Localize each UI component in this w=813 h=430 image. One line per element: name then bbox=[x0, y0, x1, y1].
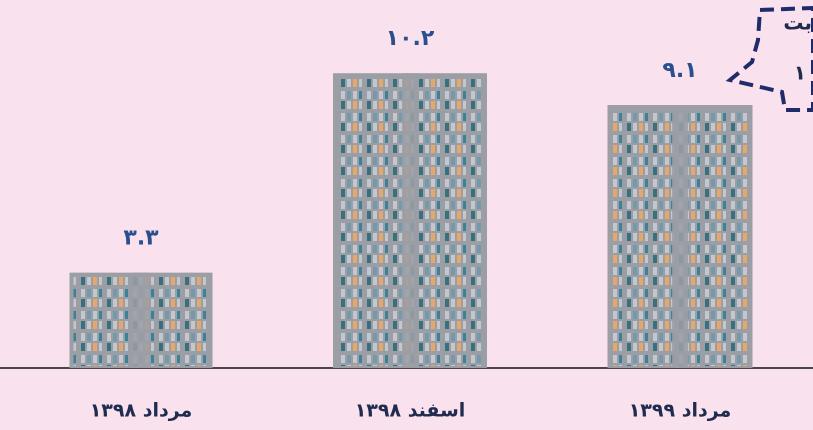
x-tick-label: مرداد ۱۳۹۸ bbox=[90, 400, 193, 422]
value-label: ۳.۳ bbox=[123, 226, 159, 251]
building-core bbox=[402, 73, 418, 368]
x-tick-label: مرداد ۱۳۹۹ bbox=[629, 400, 732, 422]
value-label: ۹.۱ bbox=[662, 58, 697, 83]
building-core bbox=[672, 105, 688, 368]
value-label: ۱۰.۲ bbox=[386, 26, 435, 51]
annotation: بت bbox=[783, 11, 812, 35]
annotation: ۱ bbox=[794, 61, 806, 85]
x-tick-label: اسفند ۱۳۹۸ bbox=[355, 400, 466, 422]
callout bbox=[725, 5, 813, 112]
building-core bbox=[133, 272, 149, 368]
